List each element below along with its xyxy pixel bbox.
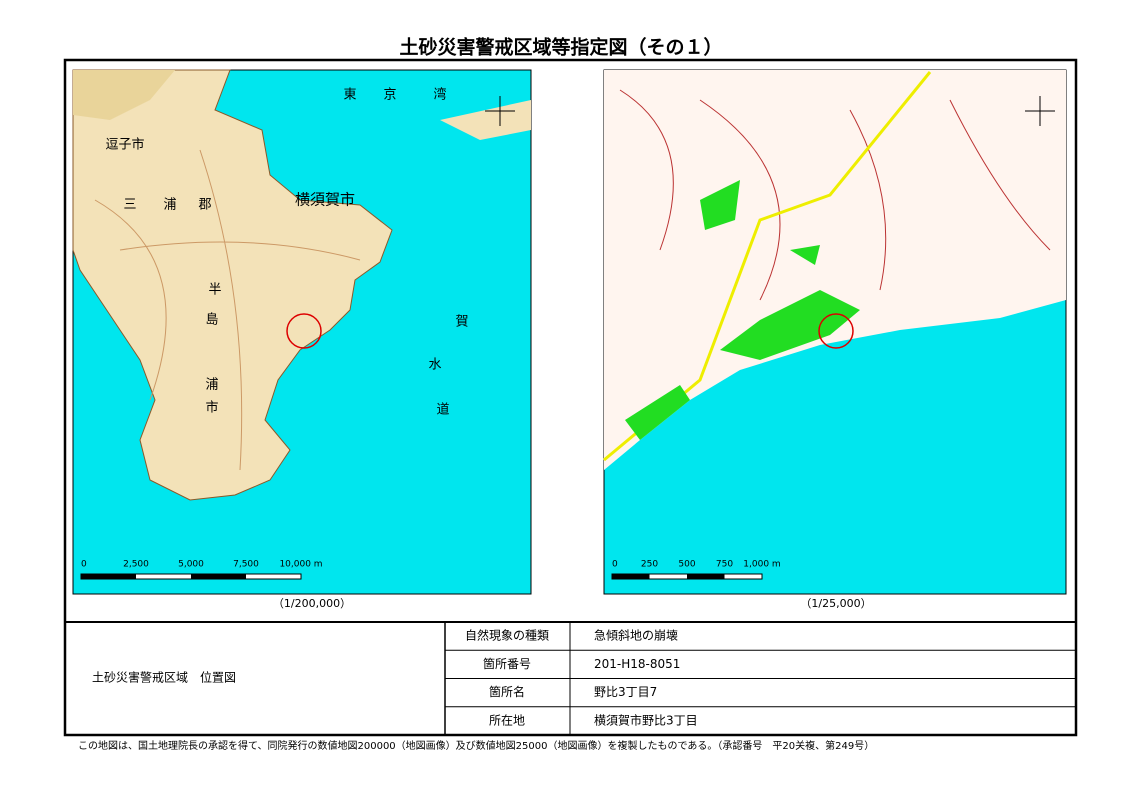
scale-label: 1,000 m bbox=[743, 560, 780, 570]
scale-label: 10,000 m bbox=[279, 560, 322, 570]
place-label: 半 bbox=[208, 283, 221, 298]
roads bbox=[94, 149, 361, 471]
scale-caption: （1/25,000） bbox=[800, 597, 871, 610]
table-heading: 土砂災害警戒区域 位置図 bbox=[92, 670, 236, 685]
place-label: 水 bbox=[428, 358, 441, 373]
place-label: 市 bbox=[205, 400, 218, 416]
hazard-zones bbox=[625, 180, 860, 440]
place-label: 横須賀市 bbox=[295, 191, 355, 209]
scale-label: 750 bbox=[716, 560, 733, 570]
place-label: 京 bbox=[383, 88, 396, 103]
place-label: 三 bbox=[123, 198, 136, 213]
compass bbox=[485, 96, 515, 126]
table-label: 箇所番号 bbox=[483, 657, 531, 671]
place-label: 賀 bbox=[455, 315, 468, 330]
map-right: 0 250 500 750 1,000 m bbox=[603, 69, 1067, 595]
place-label: 道 bbox=[436, 403, 449, 418]
place-label: 郡 bbox=[198, 198, 211, 213]
scale-label: 500 bbox=[678, 560, 695, 570]
table-value: 急傾斜地の崩壊 bbox=[594, 628, 678, 643]
contours bbox=[619, 89, 1051, 301]
compass bbox=[1025, 96, 1055, 126]
footer-note: この地図は、国土地理院長の承認を得て、同院発行の数値地図200000（地図画像）… bbox=[78, 739, 874, 752]
scale-label: 5,000 bbox=[178, 560, 204, 570]
target-circle bbox=[818, 313, 854, 349]
land bbox=[73, 70, 175, 120]
place-label: 浦 bbox=[163, 198, 176, 213]
table-label: 所在地 bbox=[489, 713, 525, 727]
table-value: 野比3丁目7 bbox=[594, 685, 657, 699]
target-circle bbox=[286, 313, 322, 349]
place-label: 湾 bbox=[433, 87, 446, 103]
place-label: 逗子市 bbox=[105, 137, 144, 153]
scale-label: 0 bbox=[81, 560, 87, 570]
scale-label: 2,500 bbox=[123, 560, 149, 570]
scale-label: 0 bbox=[612, 560, 618, 570]
scale-segment bbox=[191, 574, 246, 579]
table-value: 201-H18-8051 bbox=[594, 657, 680, 671]
land bbox=[604, 70, 1066, 470]
scale-caption: （1/200,000） bbox=[273, 597, 351, 610]
map-left: 東京湾逗子市横須賀市三浦郡半島市浦賀水道 0 2,500 5,000 7,500 10,… bbox=[72, 69, 532, 595]
place-label: 島 bbox=[205, 313, 218, 328]
scale-segment bbox=[81, 574, 136, 579]
table-label: 箇所名 bbox=[489, 684, 525, 699]
place-label: 東 bbox=[343, 87, 356, 103]
table-value: 横須賀市野比3丁目 bbox=[594, 712, 698, 727]
table-label: 自然現象の種類 bbox=[465, 628, 549, 643]
scale-segment bbox=[612, 574, 650, 579]
land bbox=[440, 100, 531, 140]
scale-label: 7,500 bbox=[233, 560, 259, 570]
scale-segment bbox=[687, 574, 725, 579]
place-label: 浦 bbox=[205, 378, 218, 393]
scale-label: 250 bbox=[641, 560, 658, 570]
page-title: 土砂災害警戒区域等指定図（その１） bbox=[399, 36, 722, 59]
